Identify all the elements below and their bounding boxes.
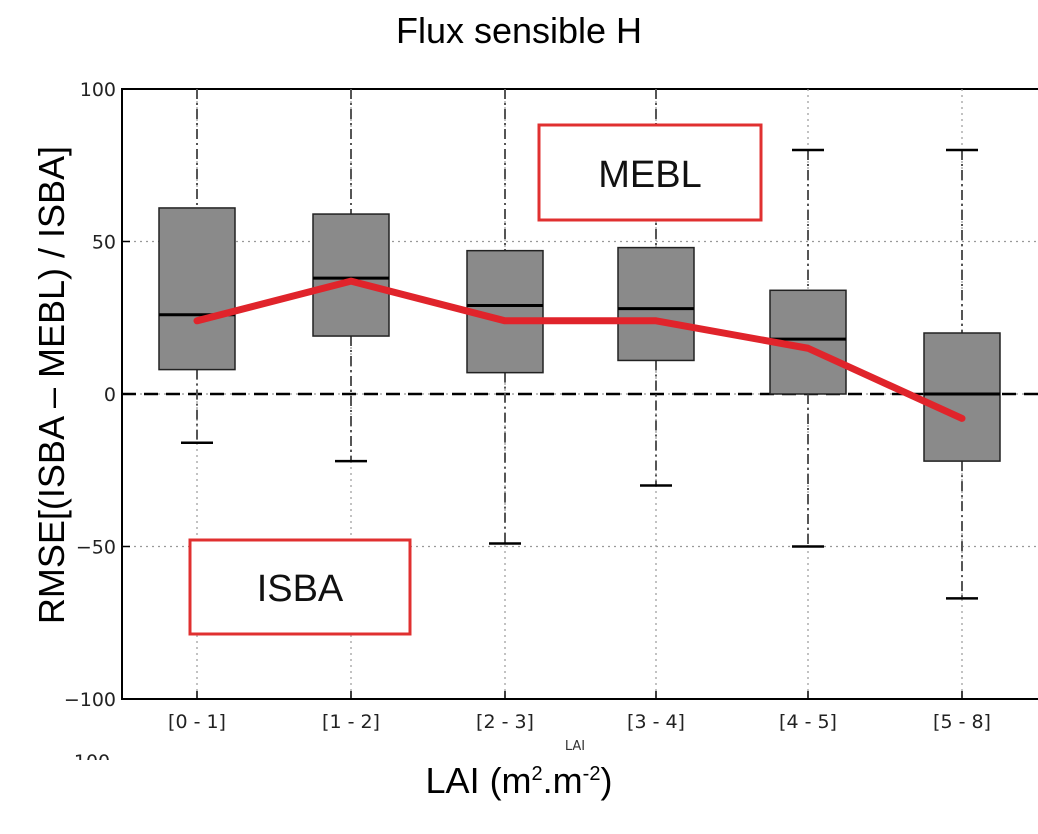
x-axis-label: LAI (m2.m-2) <box>0 760 1038 802</box>
mebl-annotation-box <box>537 123 763 222</box>
box <box>158 207 236 371</box>
annotations: MEBL ISBA <box>188 123 763 636</box>
box <box>923 332 1001 462</box>
y-tick-label: −50 <box>76 537 116 559</box>
x-axis-label-sup1: 2 <box>531 763 543 785</box>
x-tick-label: [1 - 2] <box>322 711 380 733</box>
boxes <box>158 89 1001 600</box>
isba-annotation-box <box>188 538 412 636</box>
x-axis-label-sup2: -2 <box>582 763 601 785</box>
mean-polyline <box>193 277 966 422</box>
y-tick-label: −100 <box>64 689 116 711</box>
x-tick-label: [0 - 1] <box>168 711 226 733</box>
x-tick-label: [3 - 4] <box>627 711 685 733</box>
mean-line <box>193 277 966 422</box>
x-ticks: [0 - 1] [1 - 2] [2 - 3] [3 - 4] [4 - 5] [5 - … <box>168 691 991 733</box>
y-tick-label: 50 <box>92 232 116 254</box>
box <box>617 246 695 362</box>
box <box>312 213 390 337</box>
x-axis-label-mid: .m <box>542 760 583 801</box>
x-tick-label: [2 - 3] <box>476 711 534 733</box>
x-axis-small-label: LAI <box>565 739 585 754</box>
bottom-fragment: 100 <box>74 751 110 760</box>
x-tick-label: [5 - 8] <box>933 711 991 733</box>
isba-annotation-label: ISBA <box>257 568 344 610</box>
mebl-annotation-label: MEBL <box>598 154 701 196</box>
boxplot-chart: MEBL ISBA −100 −50 0 50 100 [0 - 1] [1 - 2] [2… <box>64 79 1038 760</box>
x-axis-label-end: ) <box>600 760 613 801</box>
y-ticks: −100 −50 0 50 100 <box>64 79 130 711</box>
x-axis-label-base: LAI (m <box>425 760 532 801</box>
x-tick-label: [4 - 5] <box>779 711 837 733</box>
y-tick-label: 0 <box>104 384 116 406</box>
chart-title: Flux sensible H <box>395 10 643 51</box>
y-tick-label: 100 <box>80 79 116 101</box>
